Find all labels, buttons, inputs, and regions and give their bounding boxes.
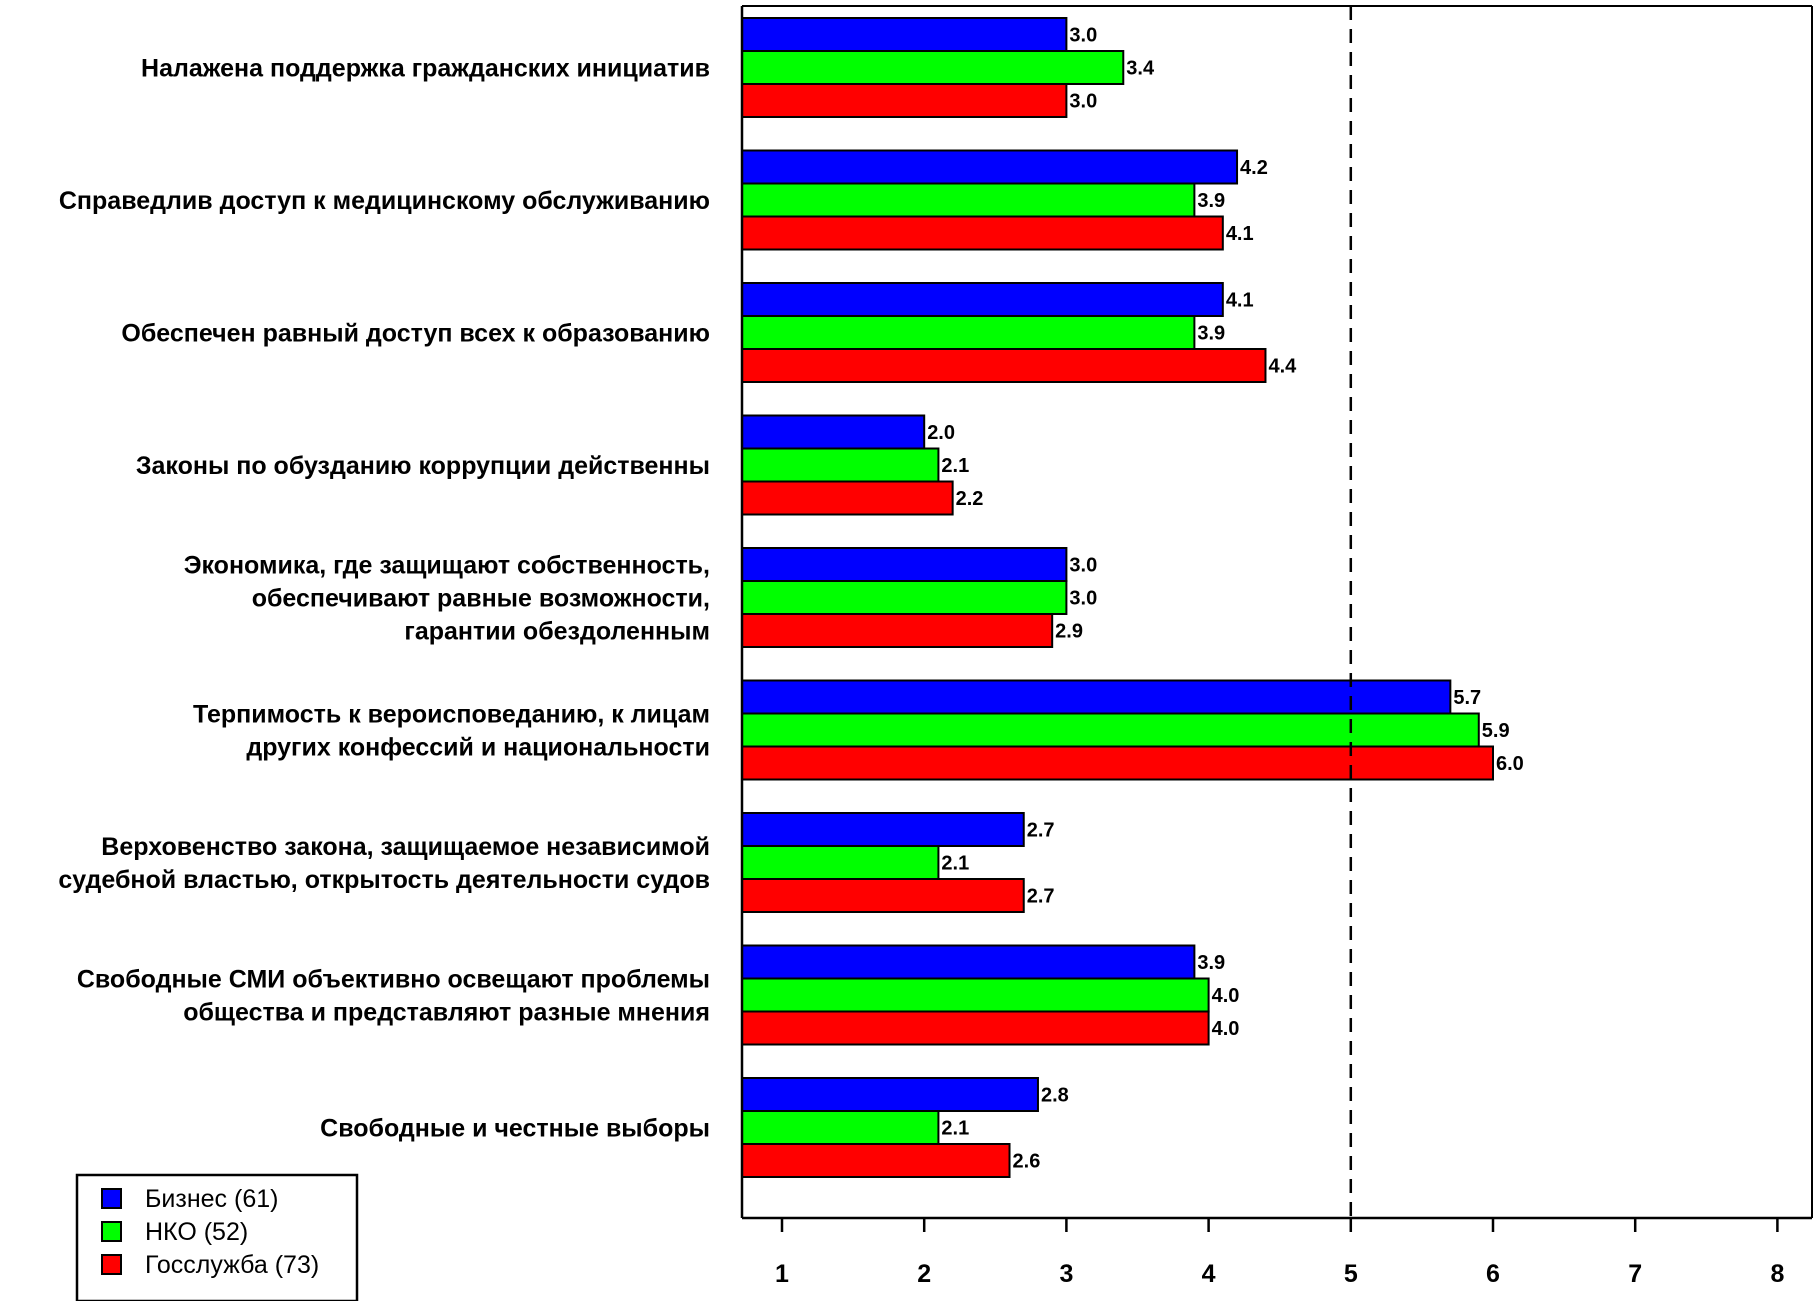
bar <box>741 712 1480 748</box>
category-label: Обеспечен равный доступ всех к образован… <box>121 320 710 348</box>
data-label: 4.2 <box>1240 157 1268 179</box>
bar <box>741 149 1239 185</box>
x-tick-label: 2 <box>917 1260 931 1288</box>
legend-swatch <box>101 1188 122 1209</box>
data-label: 3.0 <box>1069 91 1097 113</box>
bar <box>741 447 940 483</box>
x-tick-label: 1 <box>775 1260 789 1288</box>
legend-box <box>75 1173 359 1301</box>
category-label: Справедлив доступ к медицинскому обслужи… <box>59 187 710 215</box>
data-label: 2.7 <box>1027 886 1055 908</box>
bar <box>741 1077 1039 1112</box>
data-label: 3.9 <box>1197 323 1225 345</box>
legend-label: Бизнес (61) <box>145 1185 278 1213</box>
category-label: общества и представляют разные мнения <box>183 999 710 1027</box>
bar <box>741 50 1125 85</box>
category-label: Терпимость к вероисповеданию, к лицам <box>193 701 710 729</box>
data-label: 3.9 <box>1197 952 1225 974</box>
category-label: обеспечивают равные возможности, <box>252 585 710 613</box>
data-label: 6.0 <box>1496 753 1524 775</box>
bar <box>741 812 1025 847</box>
data-label: 2.6 <box>1013 1151 1041 1173</box>
data-label: 4.0 <box>1212 1018 1240 1040</box>
bar <box>741 414 926 450</box>
labels-group: 3.0 3.4 3.0 Налажена поддержка гражданских … <box>58 25 1523 1173</box>
data-label: 3.4 <box>1126 58 1155 80</box>
data-label: 4.1 <box>1226 223 1254 245</box>
bar <box>741 282 1224 317</box>
data-label: 3.0 <box>1069 588 1097 610</box>
bar <box>741 878 1025 913</box>
data-label: 3.0 <box>1069 25 1097 47</box>
data-label: 2.1 <box>941 1118 969 1140</box>
category-label: судебной властью, открытость деятельност… <box>58 866 710 894</box>
category-label: Налажена поддержка гражданских инициатив <box>141 55 710 83</box>
data-label: 2.9 <box>1055 621 1083 643</box>
data-label: 5.7 <box>1453 687 1481 709</box>
bar <box>741 1010 1210 1046</box>
legend-label: Госслужба (73) <box>145 1251 319 1279</box>
bar <box>741 83 1068 118</box>
x-tick-label: 5 <box>1344 1260 1358 1288</box>
bar <box>741 547 1068 582</box>
axes-group: 1 2 3 4 5 6 7 8 <box>740 5 1813 1288</box>
bars-group <box>741 17 1494 1178</box>
bar <box>741 944 1196 980</box>
data-label: 2.2 <box>956 488 984 510</box>
data-label: 4.4 <box>1268 356 1297 378</box>
category-label: гарантии обездоленным <box>404 618 710 646</box>
bar <box>741 679 1452 715</box>
bar <box>741 977 1210 1013</box>
data-label: 2.1 <box>941 853 969 875</box>
x-tick-label: 6 <box>1486 1260 1500 1288</box>
legend-swatch <box>101 1221 122 1242</box>
x-tick-label: 3 <box>1059 1260 1073 1288</box>
data-label: 2.7 <box>1027 820 1055 842</box>
category-label: других конфессий и национальности <box>246 734 710 762</box>
bar <box>741 182 1196 218</box>
legend: Бизнес (61) НКО (52) Госслужба (73) <box>75 1173 359 1301</box>
category-label: Свободные и честные выборы <box>320 1115 710 1143</box>
legend-label: НКО (52) <box>145 1218 248 1246</box>
bar <box>741 348 1267 383</box>
category-label: Верховенство закона, защищаемое независи… <box>101 833 710 861</box>
data-label: 2.1 <box>941 455 969 477</box>
bar <box>741 745 1494 781</box>
x-tick-label: 7 <box>1628 1260 1642 1288</box>
bar <box>741 480 954 516</box>
x-tick-label: 4 <box>1202 1260 1216 1288</box>
data-label: 5.9 <box>1482 720 1510 742</box>
data-label: 4.0 <box>1212 985 1240 1007</box>
x-tick-label: 8 <box>1770 1260 1784 1288</box>
legend-swatch <box>101 1254 122 1275</box>
data-label: 2.0 <box>927 422 955 444</box>
bar <box>741 1143 1011 1178</box>
bar <box>741 315 1196 350</box>
bar <box>741 580 1068 615</box>
bar <box>741 215 1224 251</box>
data-label: 2.8 <box>1041 1085 1069 1107</box>
category-label: Законы по обузданию коррупции действенны <box>136 452 710 480</box>
bar <box>741 613 1054 648</box>
data-label: 3.0 <box>1069 555 1097 577</box>
category-label: Экономика, где защищают собственность, <box>184 552 710 580</box>
bar <box>741 845 940 880</box>
data-label: 4.1 <box>1226 290 1254 312</box>
category-label: Свободные СМИ объективно освещают пробле… <box>77 966 710 994</box>
bar <box>741 17 1068 52</box>
data-label: 3.9 <box>1197 190 1225 212</box>
bar <box>741 1110 940 1145</box>
